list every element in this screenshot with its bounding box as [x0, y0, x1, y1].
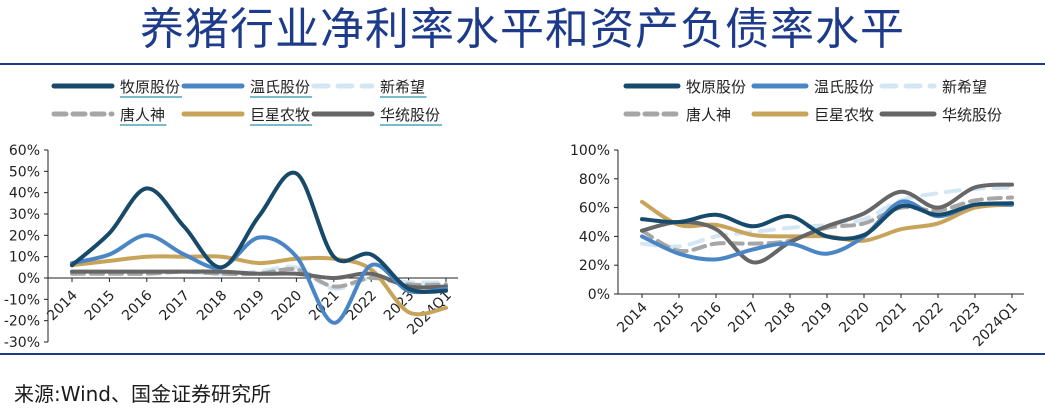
- series-line: [70, 170, 448, 294]
- legend-label: 巨星农牧: [814, 106, 874, 124]
- y-tick-label: 10%: [9, 250, 40, 266]
- series-line: [70, 254, 448, 317]
- legend-item: 温氏股份: [181, 78, 312, 98]
- y-tick-label: 40%: [579, 229, 610, 245]
- legend-label: 唐人神: [686, 106, 731, 124]
- series-line: [640, 185, 1014, 249]
- y-tick-label: -10%: [4, 292, 40, 308]
- legend-label: 温氏股份: [250, 78, 310, 96]
- y-tick-label: 30%: [9, 207, 40, 223]
- y-tick-label: 50%: [9, 164, 40, 180]
- x-tick-label: 2020: [836, 300, 873, 337]
- y-tick-label: 0%: [588, 287, 610, 303]
- x-tick-label: 2016: [688, 299, 725, 336]
- x-tick-label: 2018: [762, 300, 799, 337]
- series-line: [70, 233, 448, 325]
- legend-item: 新希望: [879, 78, 987, 96]
- x-tick-label: 2014: [614, 299, 651, 336]
- legend-item: 华统股份: [311, 106, 442, 126]
- y-tick-label: 60%: [579, 201, 610, 217]
- legend-label: 新希望: [380, 78, 425, 96]
- legend-label: 新希望: [942, 78, 987, 96]
- legend-label: 牧原股份: [120, 78, 180, 96]
- x-tick-label: 2022: [910, 300, 947, 337]
- legend-label: 温氏股份: [814, 78, 874, 96]
- page-title: 养猪行业净利率水平和资产负债率水平: [140, 4, 905, 55]
- y-tick-label: 100%: [570, 143, 610, 159]
- y-tick-label: 20%: [579, 258, 610, 274]
- y-axis: 60% 50% 40% 30% 20% 10% 0% -10% -20% -30%: [4, 143, 49, 351]
- legend-item: 牧原股份: [51, 78, 182, 98]
- x-tick-label: 2021: [873, 300, 910, 337]
- legend-item: 唐人神: [623, 106, 731, 124]
- legend-label: 巨星农牧: [250, 106, 310, 124]
- y-tick-label: 0%: [18, 271, 40, 287]
- legend-item: 华统股份: [879, 106, 1002, 124]
- x-tick-label: 2019: [799, 300, 836, 337]
- legend-item: 牧原股份: [623, 78, 746, 96]
- legend-item: 唐人神: [51, 106, 167, 126]
- legend-item: 温氏股份: [751, 78, 874, 96]
- y-tick-label: 40%: [9, 186, 40, 202]
- y-tick-label: 60%: [9, 143, 40, 159]
- footer-divider: [0, 353, 1045, 355]
- y-axis: 100% 80% 60% 40% 20% 0%: [570, 143, 619, 303]
- legend-label: 华统股份: [942, 106, 1002, 124]
- y-tick-label: 20%: [9, 228, 40, 244]
- title-divider: [0, 63, 1045, 65]
- x-tick-label: 2017: [725, 300, 762, 337]
- series-line: [640, 201, 1014, 241]
- y-tick-label: -30%: [4, 335, 40, 351]
- series-line: [70, 269, 448, 290]
- source-note: 来源:Wind、国金证券研究所: [14, 382, 272, 406]
- series-line: [640, 182, 1014, 265]
- x-axis: 2014 2015 2016 2017 2018 2019 2020 2021 2022 2023…: [614, 293, 1024, 350]
- plot-area: [70, 170, 448, 325]
- legend-item: 巨星农牧: [751, 106, 874, 124]
- legend-label: 唐人神: [120, 106, 165, 124]
- plot-area: [640, 182, 1014, 265]
- legend-item: 新希望: [311, 78, 427, 98]
- y-tick-label: -20%: [4, 314, 40, 330]
- x-tick-label: 2015: [651, 300, 688, 337]
- legend-label: 牧原股份: [686, 78, 746, 96]
- legend-label: 华统股份: [380, 106, 440, 124]
- y-tick-label: 80%: [579, 172, 610, 188]
- legend-item: 巨星农牧: [181, 106, 312, 126]
